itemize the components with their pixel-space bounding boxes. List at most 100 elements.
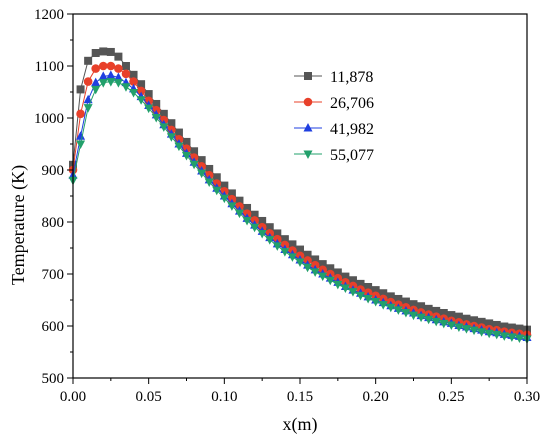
- data-point: [500, 322, 509, 331]
- data-point: [394, 294, 403, 303]
- data-point: [98, 61, 108, 71]
- data-point: [364, 283, 373, 291]
- x-tick-label: 0.30: [514, 389, 540, 405]
- y-axis-title: Temperature (K): [8, 165, 29, 285]
- data-point: [409, 300, 418, 309]
- data-point: [190, 147, 199, 156]
- data-point: [76, 131, 86, 140]
- data-point: [469, 326, 479, 336]
- y-tick-label: 1000: [34, 111, 64, 127]
- data-point: [84, 56, 93, 65]
- data-point: [393, 306, 403, 315]
- data-point: [424, 304, 433, 313]
- data-point: [515, 324, 524, 333]
- data-point: [144, 104, 154, 114]
- data-point: [106, 70, 116, 79]
- y-tick-label: 700: [42, 267, 65, 283]
- data-point: [227, 189, 236, 198]
- data-point: [114, 64, 123, 73]
- data-point: [76, 140, 86, 149]
- data-point: [484, 329, 494, 339]
- data-point: [273, 229, 282, 238]
- x-tick-label: 0.20: [363, 389, 389, 405]
- data-point: [91, 64, 100, 73]
- y-tick-label: 800: [42, 215, 65, 231]
- data-point: [182, 151, 191, 161]
- data-point: [341, 272, 350, 281]
- legend-label: 11,878: [330, 69, 373, 86]
- series-line: [72, 74, 528, 338]
- x-axis-title: x(m): [283, 414, 318, 435]
- legend-item-4: 55,077: [294, 147, 374, 164]
- data-point: [507, 323, 516, 332]
- series-3: [68, 70, 532, 341]
- data-point: [76, 109, 85, 119]
- data-point: [280, 235, 289, 244]
- series-4: [68, 78, 532, 344]
- y-tick-label: 1200: [34, 7, 64, 23]
- data-point: [212, 186, 222, 196]
- data-point: [189, 160, 199, 170]
- legend: 11,878 26,706 41,982 55,077: [294, 69, 374, 164]
- data-point: [91, 49, 100, 57]
- data-point: [121, 62, 130, 70]
- data-point: [205, 164, 214, 173]
- data-point: [258, 216, 267, 225]
- data-point: [257, 229, 267, 239]
- x-tick-label: 0.25: [438, 389, 464, 405]
- data-point: [280, 248, 290, 257]
- series-line: [72, 65, 528, 336]
- legend-item-2: 26,706: [294, 95, 374, 112]
- data-point: [318, 272, 328, 282]
- data-point: [265, 223, 274, 232]
- axes: 0.00 0.05 0.10 0.15 0.20 0.25 0.30 500 600 700 800…: [34, 7, 540, 405]
- y-tick-label: 900: [42, 163, 65, 179]
- data-point: [234, 209, 244, 219]
- data-point: [91, 85, 101, 95]
- data-point: [446, 321, 456, 330]
- data-point: [477, 317, 486, 326]
- data-point: [485, 319, 494, 328]
- data-point: [242, 216, 252, 226]
- data-point: [492, 320, 501, 329]
- legend-label: 41,982: [330, 121, 374, 138]
- data-point: [167, 119, 176, 128]
- data-point: [76, 85, 85, 94]
- data-point: [340, 284, 350, 294]
- data-point: [166, 133, 176, 142]
- data-point: [287, 253, 297, 262]
- data-point: [461, 325, 471, 334]
- data-point: [318, 260, 327, 269]
- data-point: [356, 291, 366, 301]
- data-point: [477, 328, 487, 337]
- x-tick-label: 0.05: [136, 389, 162, 405]
- legend-marker: [303, 150, 313, 159]
- legend-marker: [303, 97, 313, 107]
- data-point: [159, 109, 168, 118]
- data-point: [514, 334, 524, 343]
- data-point: [250, 223, 260, 233]
- series-1: [69, 47, 531, 334]
- data-point: [470, 316, 479, 325]
- legend-marker: [304, 72, 312, 80]
- series-line: [72, 81, 528, 340]
- x-tick-label: 0.00: [60, 389, 86, 405]
- data-point: [227, 202, 237, 211]
- data-point: [152, 99, 161, 108]
- data-point: [348, 288, 358, 297]
- data-point: [159, 123, 169, 132]
- data-point: [113, 72, 123, 81]
- data-point: [348, 276, 357, 285]
- data-point: [424, 315, 434, 325]
- data-point: [129, 70, 138, 79]
- data-point: [447, 311, 456, 320]
- data-point: [174, 128, 183, 137]
- data-point: [288, 240, 297, 249]
- data-point: [174, 142, 184, 152]
- data-point: [83, 77, 93, 86]
- data-point: [250, 210, 259, 219]
- data-point: [439, 309, 448, 317]
- series-2: [68, 61, 532, 340]
- data-point: [432, 306, 441, 315]
